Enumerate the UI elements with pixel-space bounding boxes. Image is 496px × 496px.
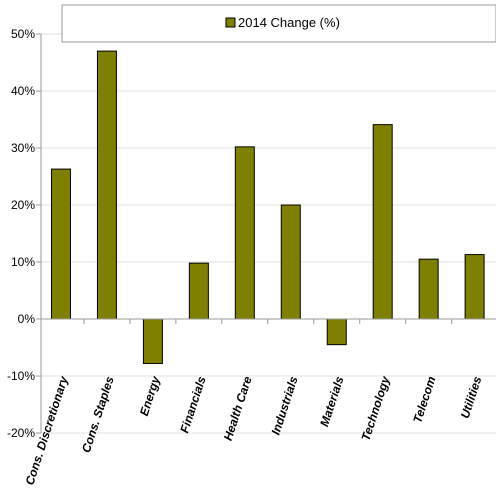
- y-tick-label: 40%: [11, 84, 35, 98]
- legend-swatch: [225, 17, 236, 28]
- x-tick-label: Financials: [177, 374, 209, 434]
- x-tick-label: Materials: [317, 374, 346, 428]
- y-axis-ticks: -20% -10% 0% 10% 20% 30% 40% 50%: [7, 27, 41, 440]
- x-axis-ticks: Cons. Discretionary Cons. Staples Energy Fi…: [22, 319, 485, 487]
- x-tick-label: Energy: [137, 373, 163, 417]
- x-tick-label: Cons. Staples: [79, 374, 117, 454]
- bar: [418, 258, 439, 320]
- bar: [326, 318, 347, 346]
- bar: [50, 168, 71, 320]
- y-tick-label: 10%: [11, 255, 35, 269]
- bar: [372, 124, 393, 320]
- legend-box: [61, 4, 496, 43]
- x-tick-label: Technology: [359, 373, 393, 442]
- axes: [40, 34, 496, 433]
- x-tick-label: Utilities: [458, 374, 485, 420]
- x-tick-label: Industrials: [269, 374, 301, 436]
- y-tick-label: 30%: [11, 141, 35, 155]
- x-tick-label: Telecom: [410, 374, 438, 425]
- bar: [234, 146, 255, 320]
- bar: [280, 204, 301, 320]
- legend-label: 2014 Change (%): [238, 15, 340, 30]
- legend: 2014 Change (%): [61, 4, 496, 43]
- bar: [96, 50, 117, 320]
- bars: [50, 50, 485, 364]
- x-tick-label: Health Care: [221, 374, 255, 442]
- bar: [188, 262, 209, 320]
- y-tick-label: -20%: [7, 426, 35, 440]
- bar: [142, 318, 163, 364]
- y-tick-label: -10%: [7, 369, 35, 383]
- y-tick-label: 50%: [11, 27, 35, 41]
- bar: [464, 254, 485, 320]
- y-tick-label: 0%: [18, 312, 36, 326]
- y-tick-label: 20%: [11, 198, 35, 212]
